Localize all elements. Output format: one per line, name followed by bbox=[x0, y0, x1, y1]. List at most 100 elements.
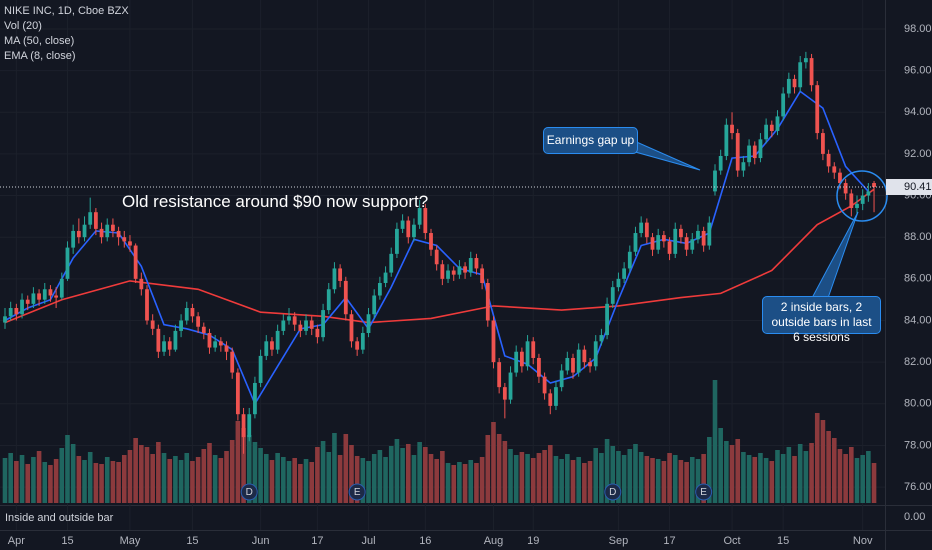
volume-bar bbox=[866, 451, 871, 503]
candle-body bbox=[684, 237, 689, 250]
volume-bar bbox=[638, 452, 644, 503]
volume-bar bbox=[53, 459, 59, 503]
volume-bar bbox=[559, 459, 564, 503]
last-price-box bbox=[886, 179, 932, 196]
volume-bar bbox=[76, 456, 82, 503]
volume-bar bbox=[565, 454, 570, 503]
volume-bar bbox=[689, 457, 695, 503]
volume-bar bbox=[496, 434, 502, 503]
volume-bar bbox=[8, 453, 13, 503]
volume-bar bbox=[831, 438, 837, 503]
candle-body bbox=[3, 316, 7, 323]
candle-body bbox=[14, 307, 19, 315]
volume-bar bbox=[423, 447, 428, 503]
volume-bar bbox=[502, 441, 508, 503]
volume-bar bbox=[786, 447, 792, 503]
candle-body bbox=[173, 330, 178, 350]
volume-bar bbox=[161, 453, 167, 503]
callout: Earnings gap up bbox=[543, 127, 638, 154]
candle-body bbox=[491, 320, 496, 363]
candle-body bbox=[218, 341, 223, 346]
candle-body bbox=[559, 370, 564, 388]
y-tick-label: 76.00 bbox=[904, 481, 932, 493]
candle-body bbox=[224, 345, 229, 352]
candle-body bbox=[355, 341, 360, 350]
candle-body bbox=[554, 387, 558, 406]
indicator-label: Vol (20) bbox=[4, 20, 42, 32]
volume-bar bbox=[394, 439, 400, 503]
candle-body bbox=[150, 320, 155, 329]
candle-body bbox=[298, 324, 303, 331]
indicator-label: EMA (8, close) bbox=[4, 50, 76, 62]
volume-bar bbox=[411, 455, 417, 503]
candle-body bbox=[616, 278, 621, 288]
callout: 2 inside bars, 2 outside bars in last 6 … bbox=[762, 296, 881, 344]
candle-body bbox=[769, 124, 774, 131]
indicator-lines bbox=[4, 90, 875, 406]
candle-body bbox=[82, 224, 87, 238]
candle-body bbox=[815, 85, 820, 134]
volume-bar bbox=[31, 457, 36, 503]
volume-bar bbox=[224, 451, 229, 503]
volume-bar bbox=[729, 445, 735, 503]
candle-body bbox=[798, 62, 803, 88]
y-tick-label: 88.00 bbox=[904, 231, 932, 243]
candle-body bbox=[849, 193, 854, 209]
indicator-label: MA (50, close) bbox=[4, 35, 75, 47]
candle-body bbox=[332, 268, 337, 290]
candle-body bbox=[639, 222, 644, 234]
candle-body bbox=[247, 414, 252, 438]
candle-body bbox=[855, 203, 859, 209]
candle-body bbox=[400, 220, 405, 229]
candle-body bbox=[270, 341, 274, 350]
volume-bar bbox=[371, 454, 377, 503]
candle-body bbox=[42, 289, 47, 300]
candle-body bbox=[417, 208, 422, 225]
volume-bar bbox=[513, 455, 519, 503]
volume-bar bbox=[25, 464, 31, 503]
volume-bar bbox=[837, 449, 843, 503]
volume-bar bbox=[320, 441, 326, 503]
volume-bar bbox=[121, 455, 127, 503]
volume-bar bbox=[508, 449, 513, 503]
volume-bar bbox=[457, 462, 462, 503]
candle-body bbox=[679, 228, 683, 238]
volume-bar bbox=[746, 455, 752, 503]
candle-body bbox=[292, 316, 297, 325]
volume-bar bbox=[547, 445, 553, 503]
volume-bar bbox=[269, 460, 275, 503]
candle-body bbox=[145, 289, 149, 321]
candle-body bbox=[542, 376, 547, 394]
x-tick-label: Jun bbox=[252, 535, 270, 547]
candle-body bbox=[775, 116, 780, 131]
candle-body bbox=[139, 278, 144, 290]
candle-body bbox=[162, 341, 166, 352]
legend: NIKE INC, 1D, Cboe BZX Vol (20) MA (50, … bbox=[4, 4, 129, 64]
volume-bar bbox=[383, 457, 388, 503]
volume-bar bbox=[860, 455, 865, 503]
volume-bar bbox=[207, 443, 212, 503]
volume-bar bbox=[775, 450, 780, 503]
y-tick-label: 92.00 bbox=[904, 148, 932, 160]
y-tick-label: 84.00 bbox=[904, 314, 932, 326]
volume-bar bbox=[644, 456, 650, 503]
volume-bar bbox=[451, 465, 457, 503]
candle-body bbox=[343, 280, 348, 315]
candle-body bbox=[395, 228, 399, 254]
volume-bar bbox=[281, 457, 286, 503]
candle-body bbox=[656, 235, 661, 250]
volume-bar bbox=[366, 461, 371, 503]
x-tick-label: 15 bbox=[186, 535, 198, 547]
volume-bar bbox=[479, 457, 485, 503]
candle-body bbox=[525, 341, 530, 367]
candle-body bbox=[446, 270, 450, 279]
volume-bar bbox=[616, 451, 621, 503]
candle-body bbox=[241, 414, 246, 438]
symbol-title: NIKE INC, 1D, Cboe BZX bbox=[4, 5, 129, 17]
candle-body bbox=[747, 145, 751, 163]
volume-bar bbox=[150, 454, 155, 503]
volume-bar bbox=[139, 445, 144, 503]
volume bbox=[2, 380, 877, 503]
volume-bar bbox=[814, 413, 820, 503]
volume-bar bbox=[570, 460, 576, 503]
